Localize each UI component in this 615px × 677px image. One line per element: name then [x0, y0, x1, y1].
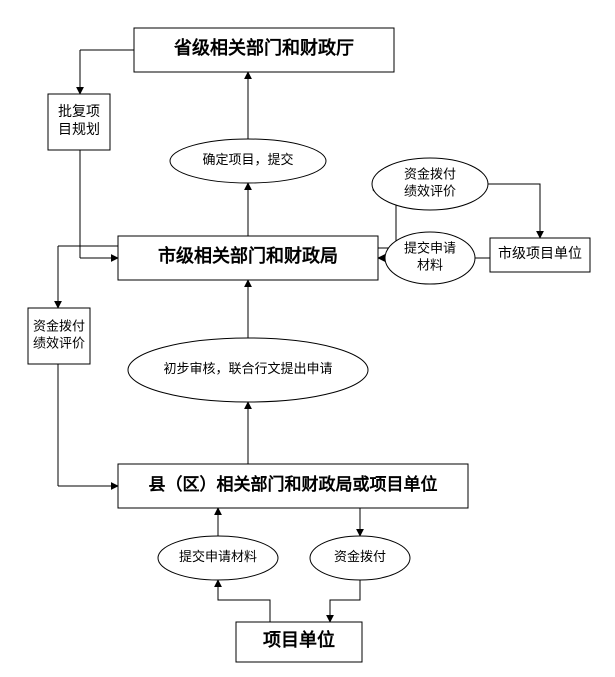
- node-city_unit: 市级项目单位: [490, 238, 590, 272]
- node-label: 绩效评价: [404, 183, 456, 198]
- node-label: 市级相关部门和财政局: [158, 245, 338, 266]
- node-fund_eval_top: 资金拨付绩效评价: [372, 158, 488, 210]
- node-label: 省级相关部门和财政厅: [173, 37, 354, 58]
- node-label: 目规划: [58, 122, 100, 138]
- node-label: 材料: [417, 257, 443, 272]
- edge-fundtop-to-cityunit: [488, 184, 540, 238]
- node-prelim: 初步审核，联合行文提出申请: [128, 338, 368, 402]
- flowchart-canvas: 省级相关部门和财政厅批复项目规划确定项目，提交资金拨付绩效评价市级相关部门和财政…: [0, 0, 615, 677]
- node-county: 县（区）相关部门和财政局或项目单位: [118, 464, 468, 508]
- node-confirm: 确定项目，提交: [170, 139, 326, 183]
- node-label: 县（区）相关部门和财政局或项目单位: [149, 474, 438, 494]
- edge-fundalloc-to-pu: [330, 580, 360, 622]
- node-label: 确定项目，提交: [202, 152, 293, 167]
- node-fund_alloc: 资金拨付: [310, 536, 410, 580]
- edges-layer: [58, 50, 540, 622]
- node-label: 提交申请: [404, 240, 456, 255]
- node-shape: [48, 94, 110, 150]
- node-submit_mat: 提交申请材料: [385, 232, 475, 284]
- node-label: 资金拨付: [404, 166, 456, 181]
- nodes-layer: 省级相关部门和财政厅批复项目规划确定项目，提交资金拨付绩效评价市级相关部门和财政…: [28, 28, 590, 662]
- node-label: 资金拨付: [334, 549, 386, 564]
- node-project_unit: 项目单位: [236, 622, 362, 662]
- node-label: 提交申请材料: [179, 549, 257, 564]
- node-label: 初步审核，联合行文提出申请: [163, 361, 332, 376]
- node-label: 批复项: [58, 103, 100, 120]
- node-fund_eval_left: 资金拨付绩效评价: [28, 308, 90, 364]
- node-provincial: 省级相关部门和财政厅: [134, 28, 394, 72]
- node-label: 项目单位: [263, 629, 335, 650]
- node-approval: 批复项目规划: [48, 94, 110, 150]
- node-label: 市级项目单位: [498, 245, 582, 262]
- edge-pu-to-submit2: [218, 580, 270, 622]
- node-label: 绩效评价: [33, 335, 85, 350]
- node-city_dept: 市级相关部门和财政局: [118, 236, 378, 280]
- node-submit_mat2: 提交申请材料: [158, 536, 278, 580]
- node-label: 资金拨付: [33, 318, 85, 333]
